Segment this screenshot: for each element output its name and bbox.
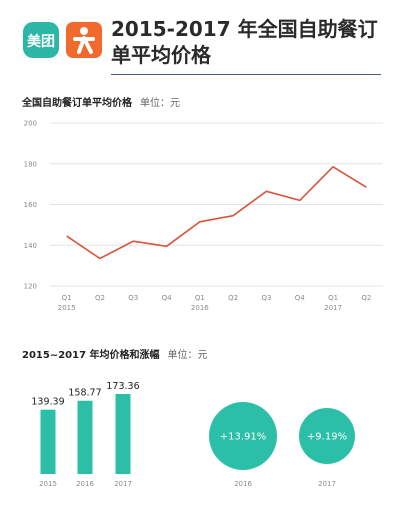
x-tick-label: Q4	[295, 294, 306, 302]
growth-label: +9.19%	[307, 432, 347, 443]
meituan-logo: 美团	[23, 22, 59, 58]
growth-year-label: 2017	[318, 480, 336, 488]
growth-bubble	[299, 408, 355, 464]
bar-chart-title-text: 2015~2017 年均价格和涨幅	[22, 350, 160, 361]
dianping-logo	[66, 22, 102, 58]
x-tick-label: Q1	[62, 294, 72, 302]
y-tick-label: 180	[24, 160, 37, 168]
header: 美团 2015-2017 年全国自助餐订单平均价格	[0, 0, 405, 78]
title-divider	[111, 74, 381, 75]
x-tick-label: Q1	[328, 294, 338, 302]
price-bar	[77, 400, 93, 474]
bar-category-label: 2016	[76, 480, 94, 488]
bar-value-label: 139.39	[31, 397, 64, 408]
growth-bubble	[209, 402, 277, 470]
x-year-label: 2017	[324, 304, 342, 312]
line-chart-title: 全国自助餐订单平均价格 单位：元	[22, 94, 180, 109]
page-title: 2015-2017 年全国自助餐订单平均价格	[111, 17, 378, 67]
price-bar	[115, 394, 131, 474]
y-tick-label: 140	[24, 242, 37, 250]
y-tick-label: 200	[24, 120, 37, 128]
x-tick-label: Q3	[261, 294, 271, 302]
growth-year-label: 2016	[234, 480, 252, 488]
x-tick-label: Q3	[128, 294, 138, 302]
bar-value-label: 158.77	[68, 388, 101, 399]
x-tick-label: Q2	[95, 294, 105, 302]
bar-value-label: 173.36	[106, 381, 139, 392]
price-bar	[40, 409, 56, 474]
bar-category-label: 2015	[39, 480, 57, 488]
x-year-label: 2016	[191, 304, 209, 312]
y-tick-label: 160	[24, 201, 37, 209]
x-tick-label: Q1	[195, 294, 205, 302]
bar-chart-title: 2015~2017 年均价格和涨幅 单位：元	[22, 346, 208, 361]
x-tick-label: Q4	[162, 294, 173, 302]
line-chart-unit: 单位：元	[140, 98, 180, 109]
x-tick-label: Q2	[228, 294, 238, 302]
price-line	[66, 166, 367, 260]
bar-chart-unit: 单位：元	[167, 350, 208, 361]
x-tick-label: Q2	[361, 294, 371, 302]
line-chart-title-text: 全国自助餐订单平均价格	[22, 98, 132, 109]
y-tick-label: 120	[24, 283, 37, 291]
meituan-logo-text: 美团	[27, 34, 55, 50]
dianping-figure-icon	[73, 27, 95, 54]
x-year-label: 2015	[58, 304, 76, 312]
bar-category-label: 2017	[114, 480, 132, 488]
growth-label: +13.91%	[220, 432, 267, 443]
